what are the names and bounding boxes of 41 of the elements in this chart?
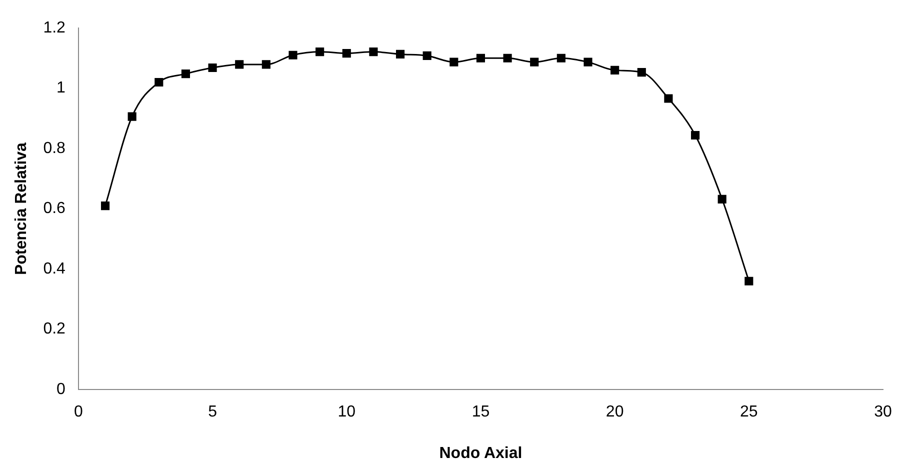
x-tick-label: 20 (606, 404, 624, 421)
point (316, 48, 324, 56)
y-tick-label: 0.8 (43, 140, 66, 157)
point (450, 58, 458, 66)
point (530, 58, 539, 66)
point (100, 202, 110, 210)
y-tick-label: 1.2 (43, 19, 66, 36)
y-tick-label: 0.2 (43, 320, 66, 338)
x-tick-label: 25 (740, 404, 758, 421)
point (288, 50, 298, 60)
point (342, 49, 351, 58)
point (369, 48, 378, 56)
point (664, 94, 673, 103)
y-tick-label: 0 (56, 381, 66, 398)
y-tick-label: 0.4 (43, 260, 66, 278)
point (718, 194, 726, 204)
point (235, 60, 244, 69)
point (503, 54, 512, 62)
x-tick-label: 15 (472, 404, 490, 421)
point (128, 112, 136, 121)
point (744, 276, 754, 286)
point (396, 50, 405, 58)
point (262, 60, 270, 69)
point (154, 78, 164, 87)
x-tick-label: 5 (208, 404, 218, 421)
x-tick-label: 30 (874, 404, 892, 421)
point (181, 70, 190, 78)
y-axis-title: Potencia Relativa (13, 142, 30, 276)
point (610, 66, 620, 74)
point (556, 54, 566, 62)
point (208, 63, 217, 72)
point (422, 51, 432, 60)
x-tick-label: 10 (338, 404, 356, 421)
y-tick-label: 0.6 (43, 200, 66, 218)
point (584, 58, 592, 66)
x-tick-label: 0 (74, 404, 83, 421)
x-axis-title: Nodo Axial (439, 444, 522, 462)
point (476, 54, 486, 62)
point (690, 130, 700, 140)
point (637, 68, 646, 77)
y-tick-label: 1 (56, 80, 66, 97)
